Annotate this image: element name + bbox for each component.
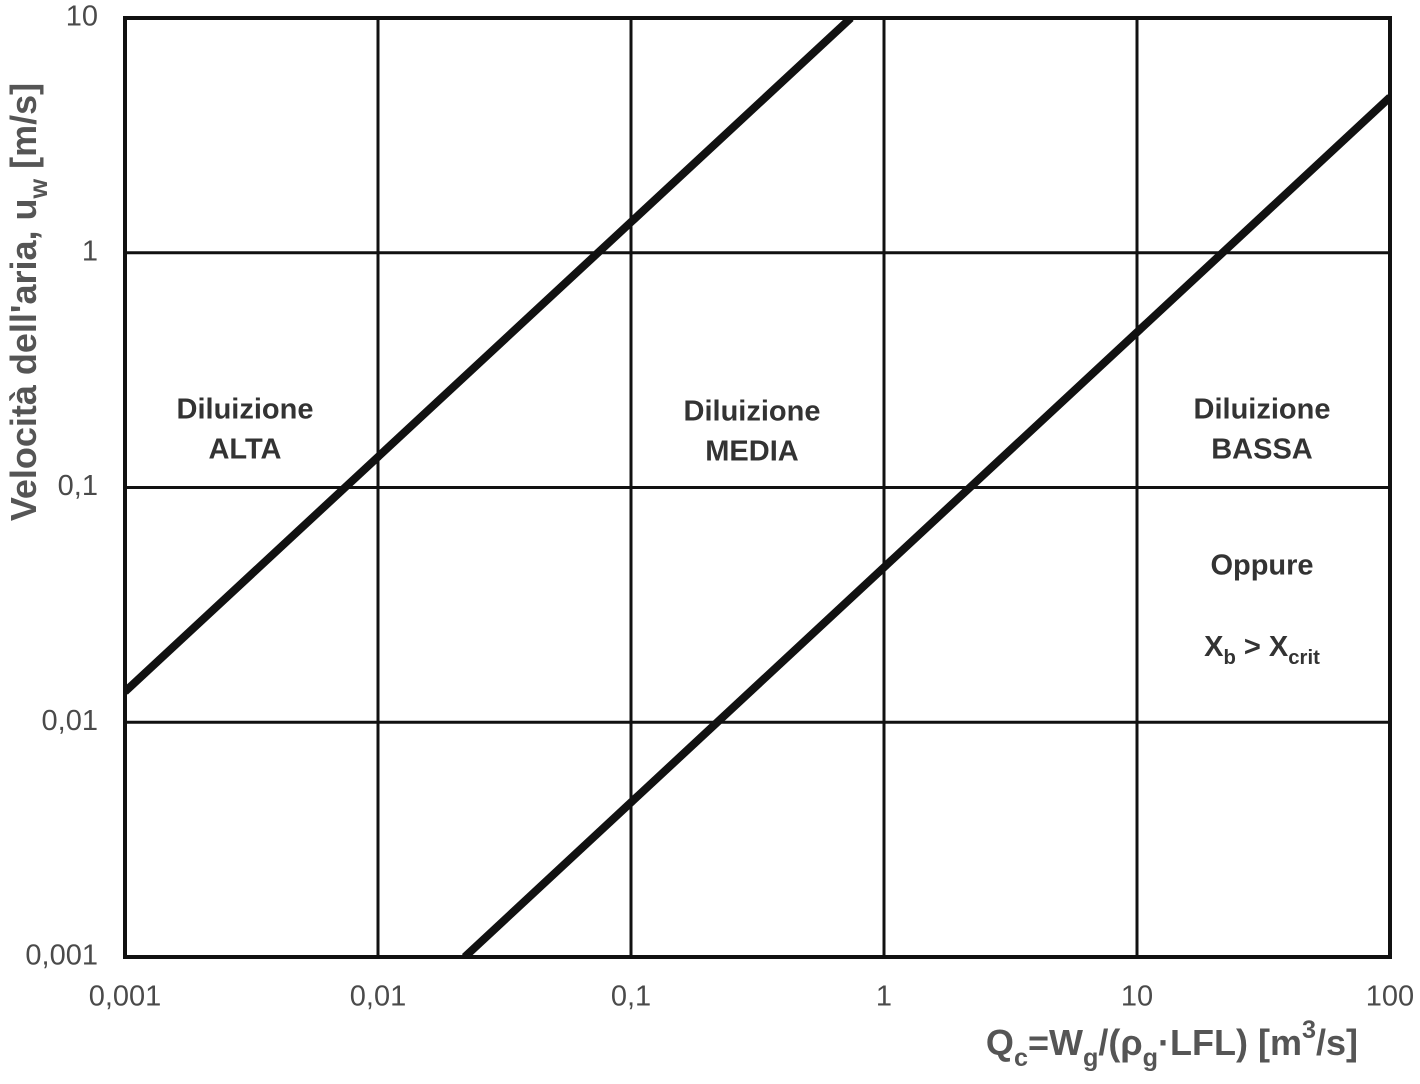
x-tick-label: 0,001 <box>89 981 162 1013</box>
x-tick-label: 0,01 <box>350 981 406 1013</box>
annotation-part: crit <box>1288 647 1320 669</box>
y-tick-label: 0,001 <box>25 940 98 972</box>
annotation: Diluizione <box>1194 394 1331 426</box>
data-line <box>461 94 1390 957</box>
x-axis-label-part: c <box>1014 1044 1028 1072</box>
x-axis-label-part: g <box>1083 1044 1098 1072</box>
annotation-part: b <box>1223 647 1235 669</box>
annotation: Xb > Xcrit <box>1204 631 1320 670</box>
data-line <box>125 18 854 695</box>
x-axis-label-part: =W <box>1028 1022 1083 1063</box>
annotation: MEDIA <box>705 436 799 468</box>
x-axis-label-part: 3 <box>1302 1016 1316 1044</box>
y-axis-label-part: w <box>25 178 53 199</box>
annotation-part: X <box>1204 631 1224 663</box>
annotation: ALTA <box>208 434 281 466</box>
annotation-part: > X <box>1236 631 1289 663</box>
y-axis-label-part: [m/s] <box>3 83 44 179</box>
x-axis-label-part: ·LFL) [m <box>1158 1022 1302 1063</box>
x-tick-label: 10 <box>1121 981 1153 1013</box>
annotation: Diluizione <box>177 394 314 426</box>
x-tick-label: 1 <box>876 981 892 1013</box>
annotation: Oppure <box>1210 550 1313 582</box>
y-tick-label: 0,01 <box>42 705 98 737</box>
plot-frame <box>123 16 1392 959</box>
y-tick-label: 10 <box>66 1 98 33</box>
x-tick-label: 0,1 <box>611 981 651 1013</box>
y-axis-label: Velocità dell'aria, uw [m/s] <box>3 83 53 521</box>
y-axis-label-part: Velocità dell'aria, u <box>3 198 44 521</box>
x-axis-label-part: Q <box>986 1022 1014 1063</box>
x-axis-label-part: g <box>1143 1044 1158 1072</box>
x-axis-label: Qc=Wg/(ρg·LFL) [m3/s] <box>986 1016 1358 1072</box>
x-axis-label-part: /s] <box>1316 1022 1358 1063</box>
annotation: BASSA <box>1211 434 1313 466</box>
x-tick-label: 100 <box>1366 981 1414 1013</box>
annotation: Diluizione <box>684 396 821 428</box>
x-axis-label-part: /(ρ <box>1098 1022 1142 1063</box>
y-tick-label: 0,1 <box>58 470 98 502</box>
y-tick-label: 1 <box>82 235 98 267</box>
